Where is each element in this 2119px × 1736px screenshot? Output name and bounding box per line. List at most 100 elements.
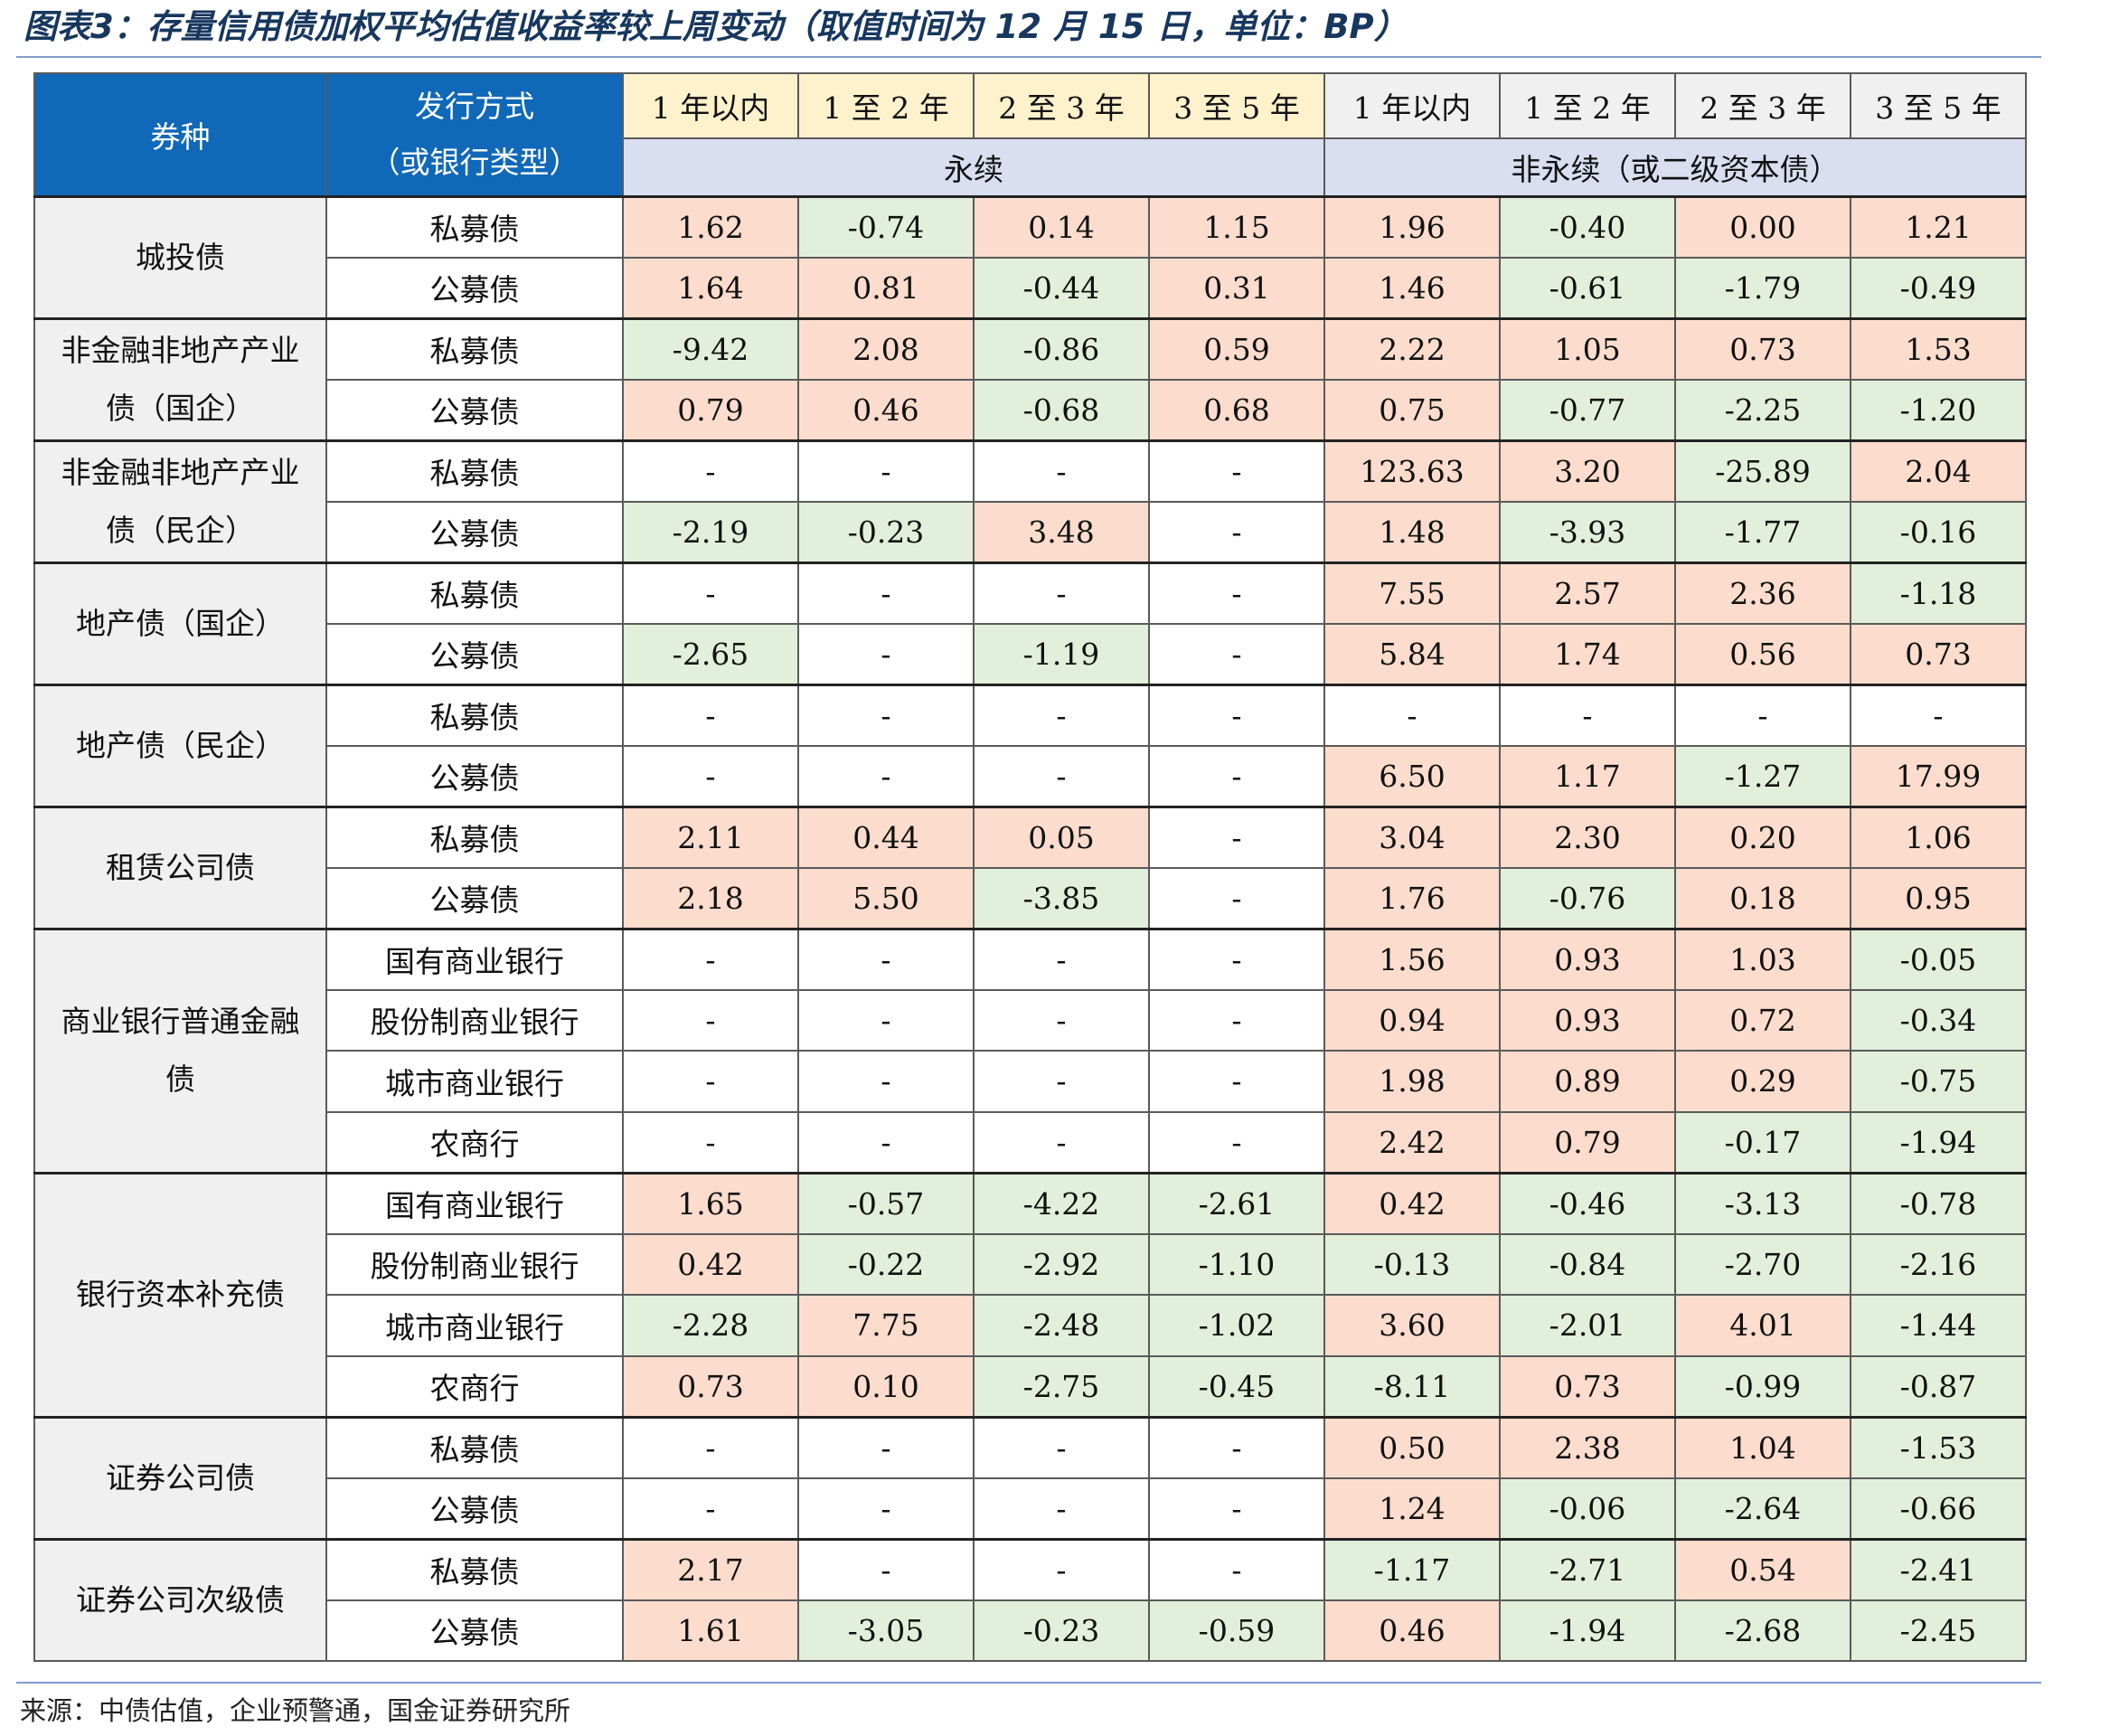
issue-type-cell: 股份制商业银行	[325, 1232, 624, 1296]
value-cell: -0.40	[1499, 194, 1676, 259]
issue-type-cell: 私募债	[325, 683, 624, 747]
value-cell: -2.16	[1850, 1232, 2027, 1296]
value-cell: -2.19	[622, 500, 799, 563]
value-cell: -	[797, 1537, 975, 1601]
header-issue-type: 发行方式 （或银行类型）	[325, 72, 624, 197]
value-cell: -	[622, 988, 799, 1052]
value-cell: -	[973, 561, 1150, 625]
value-cell: -0.17	[1674, 1110, 1851, 1174]
value-cell: -0.86	[973, 316, 1150, 381]
value-cell: -	[973, 1477, 1150, 1540]
value-cell: 0.00	[1674, 194, 1851, 259]
category-label: 银行资本补充债	[76, 1277, 285, 1312]
value-cell: 0.56	[1674, 622, 1851, 685]
value-cell: -	[622, 439, 799, 503]
value-cell: -	[1850, 683, 2027, 747]
value-cell: -0.77	[1499, 378, 1676, 441]
value-cell: 0.75	[1323, 378, 1501, 441]
value-cell: 0.73	[1850, 622, 2027, 685]
value-cell: -	[1148, 622, 1325, 685]
value-cell: -	[622, 927, 799, 991]
value-cell: -2.01	[1499, 1294, 1676, 1357]
value-cell: -1.94	[1850, 1110, 2027, 1174]
value-cell: 2.22	[1323, 316, 1501, 381]
value-cell: -	[622, 744, 799, 807]
category-label: 非金融非地产产业债（民企）	[61, 454, 300, 548]
group-nonperpetual: 非永续（或二级资本债）	[1323, 137, 2027, 197]
value-cell: -	[797, 1050, 975, 1113]
value-cell: 17.99	[1850, 744, 2027, 807]
issue-type-cell: 农商行	[325, 1110, 624, 1174]
table-row: 股份制商业银行 - - - -0.94 0.93 0.72 -0.34	[34, 988, 2027, 1052]
value-cell: -	[622, 683, 799, 747]
value-cell: -	[973, 988, 1150, 1052]
value-cell: -0.57	[797, 1171, 975, 1235]
category-label: 非金融非地产产业债（国企）	[61, 332, 300, 426]
value-cell: 0.79	[1499, 1110, 1676, 1174]
value-cell: -	[622, 561, 799, 625]
issue-type-cell: 私募债	[325, 805, 624, 869]
category-label: 证券公司债	[106, 1459, 255, 1495]
issue-type-cell: 国有商业银行	[325, 927, 624, 991]
value-cell: 0.05	[973, 805, 1150, 869]
category-cell: 非金融非地产产业债（民企）	[33, 439, 327, 563]
value-cell: 2.18	[622, 866, 799, 929]
value-cell: 0.73	[1499, 1354, 1676, 1418]
group-perpetual: 永续	[622, 137, 1325, 197]
value-cell: -2.71	[1499, 1537, 1676, 1601]
value-cell: -0.23	[973, 1599, 1150, 1662]
value-cell: 1.05	[1499, 316, 1676, 381]
term-nonperp-1: 1 至 2 年	[1499, 72, 1676, 139]
value-cell: -	[622, 1477, 799, 1540]
category-label: 证券公司次级债	[76, 1581, 285, 1618]
category-cell: 城投债	[33, 194, 327, 319]
issue-type-cell: 国有商业银行	[325, 1171, 624, 1235]
header-issue-line1: 发行方式	[415, 88, 534, 124]
value-cell: -	[973, 1537, 1150, 1601]
value-cell: -1.19	[973, 622, 1150, 685]
value-cell: -0.68	[973, 378, 1150, 441]
table-row: 非金融非地产产业债（国企） 私募债 -9.42 2.08 -0.86 0.59 2.22 1.…	[33, 316, 2027, 441]
table-row: 银行资本补充债 国有商业银行 1.65 -0.57 -4.22 -2.61 0.42 -0.4…	[33, 1171, 2027, 1418]
value-cell: -	[622, 1110, 799, 1174]
value-cell: -	[973, 1050, 1150, 1113]
issue-type-cell: 公募债	[325, 744, 624, 807]
value-cell: -2.48	[973, 1294, 1150, 1357]
value-cell: 1.76	[1323, 866, 1501, 929]
value-cell: 1.04	[1674, 1415, 1851, 1479]
value-cell: 0.94	[1323, 988, 1501, 1052]
value-cell: -9.42	[622, 316, 799, 381]
value-cell: -3.13	[1674, 1171, 1851, 1235]
value-cell: 0.50	[1323, 1415, 1501, 1479]
table-row: 地产债（民企） 私募债 - - - - - - - -	[33, 683, 2027, 807]
table-row: 股份制商业银行 0.42 -0.22 -2.92 -1.10 -0.13 -0.84 -2.7…	[34, 1232, 2027, 1296]
value-cell: -	[797, 622, 975, 685]
value-cell: -0.87	[1850, 1354, 2027, 1418]
value-cell: -2.25	[1674, 378, 1851, 441]
category-label: 城投债	[136, 239, 225, 275]
term-perp-3: 3 至 5 年	[1148, 72, 1325, 139]
value-cell: -2.65	[622, 622, 799, 685]
term-nonperp-0: 1 年以内	[1323, 72, 1501, 139]
value-cell: -	[1148, 500, 1325, 563]
value-cell: 3.04	[1323, 805, 1501, 869]
issue-type-cell: 私募债	[325, 439, 624, 503]
issue-type-cell: 农商行	[325, 1354, 624, 1418]
table-row: 城市商业银行 - - - -1.98 0.89 0.29 -0.75	[34, 1050, 2027, 1113]
value-cell: -0.49	[1850, 256, 2027, 319]
value-cell: -	[797, 439, 975, 503]
table-row: 公募债 1.61 -3.05 -0.23 -0.59 0.46 -1.94 -2.68 -2.4…	[34, 1599, 2027, 1662]
value-cell: -0.23	[797, 500, 975, 563]
value-cell: 0.14	[973, 194, 1150, 259]
value-cell: 0.93	[1499, 927, 1676, 991]
value-cell: -	[973, 1110, 1150, 1174]
value-cell: -2.64	[1674, 1477, 1851, 1540]
value-cell: 0.68	[1148, 378, 1325, 441]
term-nonperp-2: 2 至 3 年	[1674, 72, 1851, 139]
value-cell: -	[1148, 927, 1325, 991]
value-cell: -	[973, 439, 1150, 503]
value-cell: 3.48	[973, 500, 1150, 563]
value-cell: 3.60	[1323, 1294, 1501, 1357]
value-cell: -0.06	[1499, 1477, 1676, 1540]
value-cell: -0.44	[973, 256, 1150, 319]
